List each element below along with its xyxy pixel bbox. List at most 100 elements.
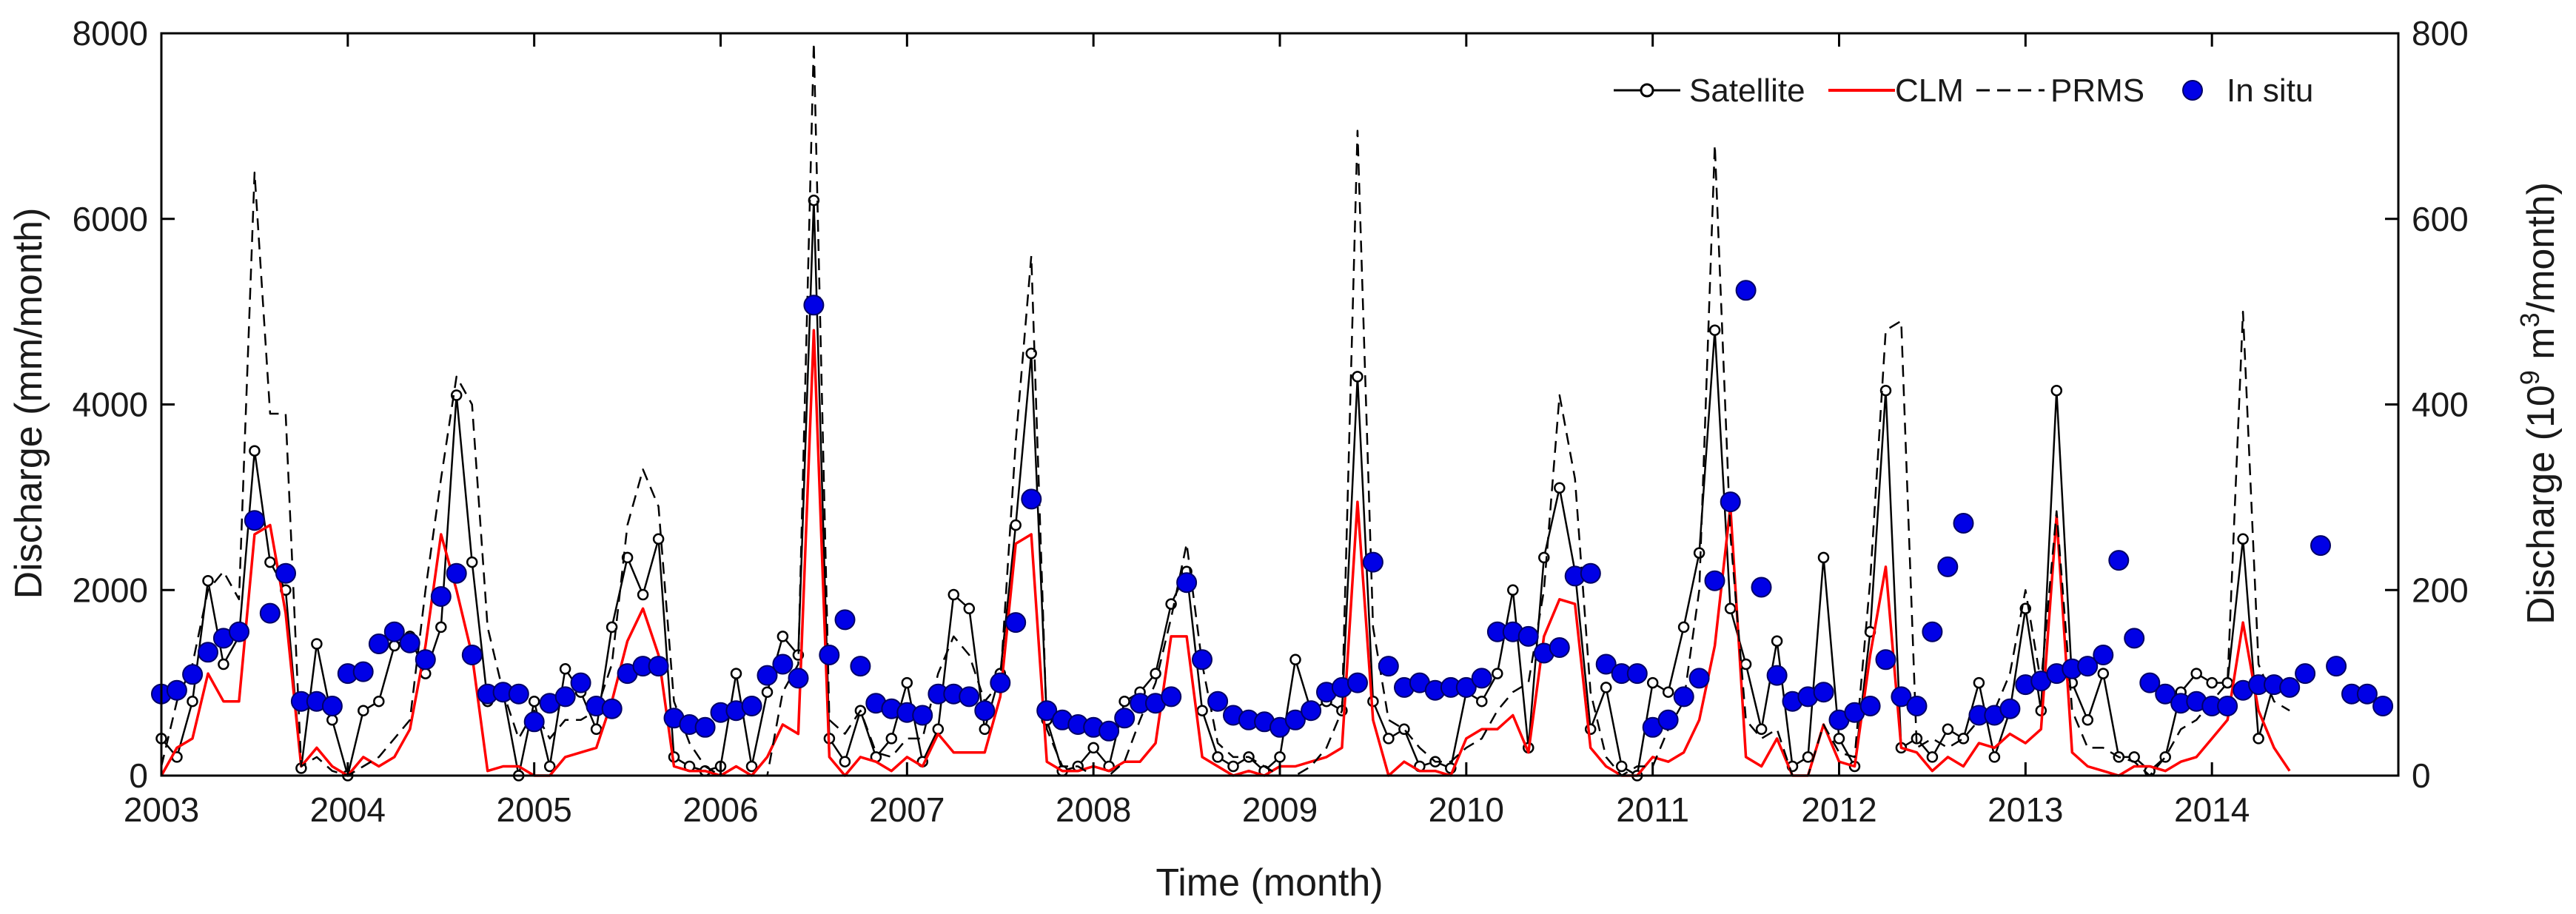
data-point-in-situ bbox=[1378, 656, 1399, 677]
data-point-in-situ bbox=[1751, 577, 1772, 598]
data-point-in-situ bbox=[803, 295, 825, 316]
data-point-satellite bbox=[264, 556, 276, 568]
left-y-axis-title: Discharge (mm/month) bbox=[7, 208, 50, 599]
data-point-satellite bbox=[777, 631, 789, 642]
data-point-satellite bbox=[2237, 533, 2249, 545]
data-point-satellite bbox=[2190, 668, 2202, 679]
data-point-in-situ bbox=[741, 696, 762, 716]
data-point-in-situ bbox=[2295, 663, 2316, 685]
data-point-in-situ bbox=[2310, 535, 2331, 557]
data-point-satellite bbox=[1957, 733, 1970, 745]
data-point-in-situ bbox=[446, 562, 467, 584]
x-tick-label: 2003 bbox=[124, 790, 199, 829]
legend-item-satellite: Satellite bbox=[1614, 73, 1805, 109]
data-point-in-situ bbox=[244, 510, 265, 531]
x-tick-label: 2012 bbox=[1801, 790, 1876, 829]
data-point-in-situ bbox=[1859, 696, 1881, 716]
legend-label-satellite: Satellite bbox=[1689, 73, 1805, 109]
legend-item-in-situ: In situ bbox=[2182, 73, 2313, 109]
data-point-satellite bbox=[979, 723, 991, 736]
data-point-in-situ bbox=[1626, 663, 1648, 685]
data-point-satellite bbox=[326, 714, 338, 726]
legend-item-clm: CLM bbox=[1828, 73, 1964, 109]
data-point-in-situ bbox=[1875, 649, 1896, 671]
legend-label-prms: PRMS bbox=[2050, 73, 2144, 109]
data-point-in-situ bbox=[1766, 665, 1788, 686]
data-point-in-situ bbox=[1517, 625, 1539, 647]
data-point-satellite bbox=[1274, 751, 1286, 763]
data-point-satellite bbox=[1817, 551, 1830, 564]
data-point-satellite bbox=[528, 695, 540, 708]
data-point-satellite bbox=[435, 621, 447, 634]
legend-label-in-situ: In situ bbox=[2227, 73, 2313, 109]
data-point-in-situ bbox=[1036, 700, 1058, 722]
data-point-in-situ bbox=[1021, 488, 1042, 510]
data-point-satellite bbox=[1507, 584, 1519, 597]
data-point-satellite bbox=[2097, 668, 2110, 679]
data-point-in-situ bbox=[259, 602, 281, 624]
data-point-satellite bbox=[621, 551, 634, 564]
data-point-in-situ bbox=[1813, 682, 1834, 703]
data-point-satellite bbox=[745, 760, 758, 773]
data-point-satellite bbox=[590, 723, 603, 736]
data-point-satellite bbox=[1118, 695, 1130, 708]
x-tick-label: 2008 bbox=[1056, 790, 1131, 829]
data-point-satellite bbox=[1988, 751, 2001, 763]
data-point-in-situ bbox=[2139, 672, 2161, 693]
data-point-in-situ bbox=[1207, 690, 1229, 712]
data-point-satellite bbox=[358, 705, 369, 716]
data-point-in-situ bbox=[1657, 709, 1679, 730]
data-point-in-situ bbox=[694, 716, 716, 738]
data-point-satellite bbox=[1150, 668, 1161, 679]
data-point-in-situ bbox=[2155, 683, 2176, 705]
data-point-satellite bbox=[1677, 621, 1690, 634]
data-point-satellite bbox=[606, 621, 618, 634]
x-axis-title: Time (month) bbox=[1155, 861, 1383, 904]
data-point-in-situ bbox=[1455, 676, 1477, 698]
right-y-tick-label: 0 bbox=[2412, 756, 2431, 795]
data-point-in-situ bbox=[959, 686, 980, 708]
right-y-tick-label: 200 bbox=[2412, 571, 2469, 609]
data-point-satellite bbox=[1352, 371, 1364, 383]
data-point-satellite bbox=[1492, 668, 1503, 679]
data-point-in-situ bbox=[1720, 491, 1741, 513]
right-y-tick-label: 400 bbox=[2412, 386, 2469, 424]
plot-background bbox=[161, 33, 2398, 776]
data-point-satellite bbox=[963, 602, 976, 615]
series-line-clm bbox=[160, 329, 2291, 777]
data-point-in-situ bbox=[321, 696, 343, 716]
x-tick-label: 2006 bbox=[682, 790, 758, 829]
data-point-in-situ bbox=[1891, 686, 1912, 708]
data-point-in-situ bbox=[1549, 637, 1570, 658]
data-point-in-situ bbox=[1906, 696, 1928, 716]
data-point-satellite bbox=[1740, 658, 1752, 671]
data-point-satellite bbox=[1087, 742, 1099, 754]
data-point-in-situ bbox=[1922, 621, 1943, 642]
data-point-in-situ bbox=[430, 586, 452, 607]
data-point-in-situ bbox=[1099, 720, 1120, 742]
data-point-satellite bbox=[559, 663, 571, 675]
plot-area bbox=[161, 33, 2398, 776]
data-point-in-situ bbox=[757, 665, 778, 686]
data-point-satellite bbox=[1010, 519, 1022, 531]
legend-item-prms: PRMS bbox=[1976, 73, 2144, 109]
data-point-satellite bbox=[1476, 695, 1488, 708]
data-point-satellite bbox=[1289, 653, 1301, 666]
x-tick-label: 2014 bbox=[2174, 790, 2250, 829]
data-point-in-situ bbox=[1161, 686, 1182, 708]
data-point-in-situ bbox=[1176, 572, 1198, 594]
data-point-in-situ bbox=[834, 609, 856, 631]
series-line-prms bbox=[160, 41, 2290, 777]
data-point-in-situ bbox=[1999, 698, 2021, 719]
data-point-in-situ bbox=[2279, 676, 2301, 698]
x-tick-label: 2009 bbox=[1242, 790, 1318, 829]
data-point-satellite bbox=[2082, 714, 2094, 726]
data-point-in-situ bbox=[601, 698, 623, 719]
data-point-satellite bbox=[1926, 751, 1939, 763]
data-point-satellite bbox=[202, 574, 214, 587]
data-point-in-situ bbox=[2124, 628, 2145, 649]
left-y-tick-label: 6000 bbox=[73, 200, 148, 238]
data-point-satellite bbox=[1708, 324, 1721, 336]
data-point-satellite bbox=[652, 533, 665, 545]
